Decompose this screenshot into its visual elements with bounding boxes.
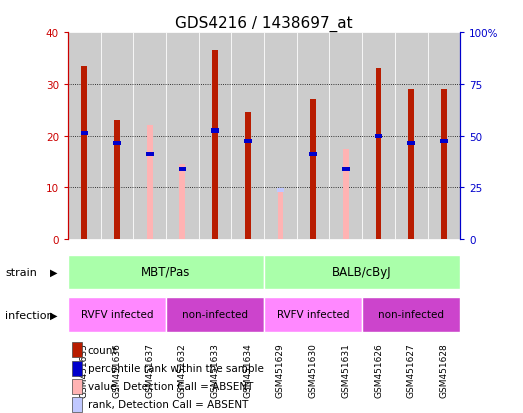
Bar: [147, 126, 153, 240]
Bar: [408, 90, 414, 240]
Bar: [362, 297, 460, 332]
Text: non-infected: non-infected: [378, 309, 444, 319]
Bar: [72, 379, 82, 394]
Bar: [245, 113, 251, 240]
Text: rank, Detection Call = ABSENT: rank, Detection Call = ABSENT: [88, 399, 248, 409]
Bar: [264, 33, 297, 240]
Text: count: count: [88, 345, 117, 355]
Text: GSM451629: GSM451629: [276, 343, 285, 397]
Text: GSM451633: GSM451633: [211, 343, 220, 398]
Bar: [68, 256, 264, 289]
Text: GSM451626: GSM451626: [374, 343, 383, 397]
Bar: [428, 33, 460, 240]
Title: GDS4216 / 1438697_at: GDS4216 / 1438697_at: [175, 16, 353, 32]
Bar: [278, 190, 283, 240]
Bar: [82, 66, 87, 240]
Bar: [231, 33, 264, 240]
Bar: [178, 168, 186, 172]
Text: RVFV infected: RVFV infected: [81, 309, 153, 319]
Bar: [244, 140, 252, 143]
Bar: [407, 142, 415, 146]
Text: strain: strain: [5, 268, 37, 278]
Bar: [297, 33, 329, 240]
Bar: [376, 69, 381, 240]
Text: GSM451628: GSM451628: [439, 343, 448, 397]
Bar: [166, 33, 199, 240]
Bar: [264, 256, 460, 289]
Bar: [441, 90, 447, 240]
Bar: [146, 152, 154, 157]
Bar: [100, 33, 133, 240]
Bar: [277, 188, 285, 192]
Bar: [310, 100, 316, 240]
Bar: [309, 152, 317, 157]
Bar: [113, 142, 121, 146]
Text: GSM451631: GSM451631: [342, 343, 350, 398]
Text: GSM451634: GSM451634: [243, 343, 252, 397]
Text: GSM451636: GSM451636: [112, 343, 121, 398]
Bar: [342, 168, 350, 172]
Text: MBT/Pas: MBT/Pas: [141, 265, 191, 278]
Bar: [133, 33, 166, 240]
Bar: [362, 33, 395, 240]
Bar: [68, 297, 166, 332]
Text: GSM451635: GSM451635: [80, 343, 89, 398]
Bar: [68, 33, 100, 240]
Bar: [440, 140, 448, 143]
Bar: [72, 342, 82, 357]
Bar: [81, 132, 88, 136]
Text: GSM451632: GSM451632: [178, 343, 187, 397]
Bar: [264, 297, 362, 332]
Text: GSM451630: GSM451630: [309, 343, 317, 398]
Text: GSM451637: GSM451637: [145, 343, 154, 398]
Bar: [179, 165, 185, 240]
Bar: [374, 134, 382, 138]
Bar: [395, 33, 428, 240]
Bar: [199, 33, 231, 240]
Text: non-infected: non-infected: [182, 309, 248, 319]
Bar: [114, 121, 120, 240]
Text: infection: infection: [5, 310, 54, 320]
Text: value, Detection Call = ABSENT: value, Detection Call = ABSENT: [88, 381, 253, 391]
Text: BALB/cByJ: BALB/cByJ: [332, 265, 392, 278]
Bar: [72, 361, 82, 376]
Text: ▶: ▶: [50, 268, 57, 278]
Text: GSM451627: GSM451627: [407, 343, 416, 397]
Text: percentile rank within the sample: percentile rank within the sample: [88, 363, 264, 373]
Bar: [166, 297, 264, 332]
Bar: [72, 396, 82, 411]
Bar: [212, 51, 218, 240]
Bar: [329, 33, 362, 240]
Bar: [211, 129, 219, 133]
Text: ▶: ▶: [50, 310, 57, 320]
Text: RVFV infected: RVFV infected: [277, 309, 349, 319]
Bar: [343, 149, 349, 240]
